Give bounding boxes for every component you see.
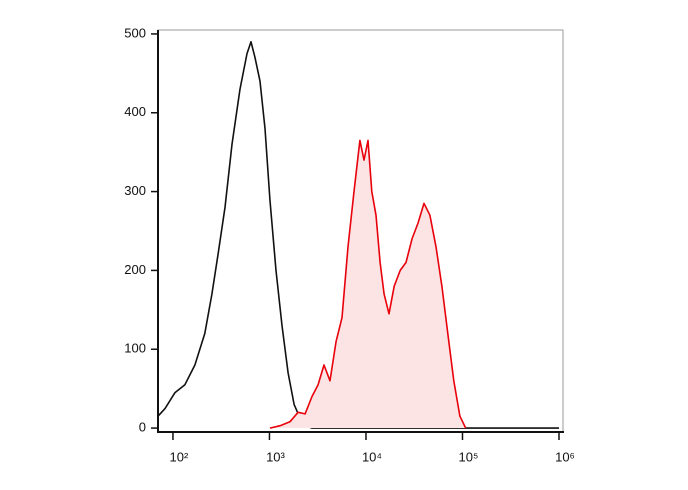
x-tick-label: 10³ [266, 449, 285, 464]
histogram-fill [269, 140, 466, 429]
y-tick-label: 500 [124, 25, 146, 40]
y-tick-label: 100 [124, 341, 146, 356]
histogram-line [269, 139, 467, 429]
histogram-line [157, 41, 559, 429]
y-tick-label: 300 [124, 183, 146, 198]
x-tick-label: 10² [170, 449, 189, 464]
y-tick-label: 400 [124, 104, 146, 119]
x-tick-label: 10⁵ [459, 449, 479, 464]
x-tick-label: 10⁶ [555, 449, 575, 464]
y-tick-label: 200 [124, 262, 146, 277]
x-tick-label: 10⁴ [362, 449, 382, 464]
y-tick-label: 0 [139, 419, 146, 434]
